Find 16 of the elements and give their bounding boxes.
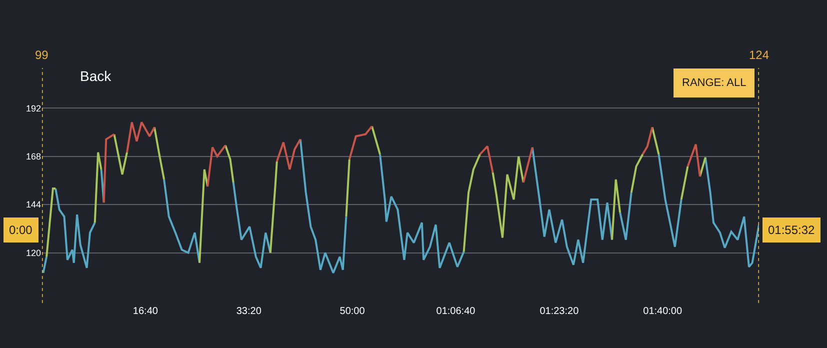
x-tick-label: 33:20	[236, 306, 262, 317]
x-tick-label: 50:00	[340, 306, 366, 317]
x-tick-label: 01:06:40	[436, 306, 476, 317]
text: 01:55:32	[768, 223, 816, 237]
y-tick-label: 168	[26, 152, 41, 162]
x-tick-label: 01:40:00	[643, 306, 682, 317]
y-tick-label: 192	[26, 103, 41, 114]
y-tick-label: 144	[26, 200, 41, 210]
x-tick-label: 01:23:20	[540, 306, 580, 317]
text: 124	[749, 48, 770, 62]
text: 99	[35, 48, 49, 62]
y-tick-label: 120	[26, 248, 41, 258]
annotation: RANGE: ALL	[682, 77, 746, 89]
x-tick-label: 16:40	[132, 306, 158, 317]
text: 0:00	[9, 223, 33, 237]
annotation: Back	[80, 68, 112, 84]
